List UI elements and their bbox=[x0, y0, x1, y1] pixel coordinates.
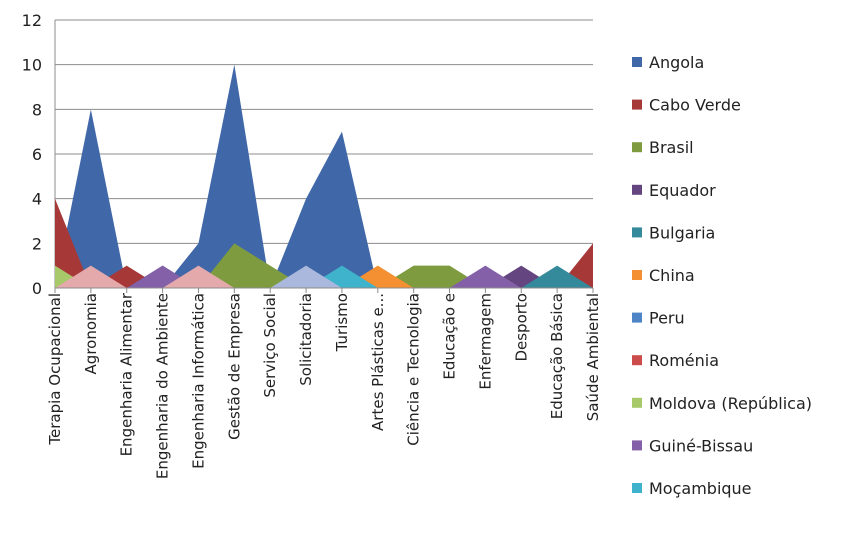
y-tick-label: 12 bbox=[22, 11, 42, 30]
legend-label: Angola bbox=[649, 53, 704, 72]
legend-label: Moldova (República) bbox=[649, 394, 812, 413]
legend-label: China bbox=[649, 266, 695, 285]
legend-label: Roménia bbox=[649, 351, 719, 370]
x-tick-label: Terapia Ocupacional bbox=[46, 293, 64, 446]
x-tick-label: Gestão de Empresa bbox=[225, 293, 243, 440]
x-tick-label: Agronomia bbox=[82, 293, 100, 374]
x-tick-label: Educação Básica bbox=[548, 293, 566, 419]
y-tick-label: 6 bbox=[32, 145, 42, 164]
legend-swatch bbox=[632, 184, 642, 195]
x-tick-label: Solicitadoria bbox=[297, 293, 315, 386]
x-tick-label: Ciência e Tecnologia bbox=[405, 293, 423, 446]
x-tick-label: Engenharia Informática bbox=[189, 293, 207, 469]
y-tick-label: 8 bbox=[32, 100, 42, 119]
x-tick-label: Desporto bbox=[512, 293, 530, 362]
y-tick-label: 2 bbox=[32, 234, 42, 253]
series-areas bbox=[55, 64, 593, 289]
legend-swatch bbox=[632, 270, 642, 280]
y-tick-label: 10 bbox=[22, 56, 42, 75]
legend-swatch bbox=[632, 312, 642, 323]
legend-swatch bbox=[632, 355, 642, 366]
legend-label: Guiné-Bissau bbox=[649, 436, 753, 455]
legend: Angola Cabo Verde Brasil Equador Bulgaria Chi… bbox=[632, 53, 812, 498]
legend-label: Moçambique bbox=[649, 479, 752, 498]
x-tick-label: Engenharia Alimentar bbox=[118, 292, 136, 456]
legend-swatch bbox=[632, 483, 642, 493]
legend-swatch bbox=[632, 57, 642, 67]
area-series-5 bbox=[55, 265, 593, 288]
y-tick-label: 0 bbox=[32, 279, 42, 298]
area-series-12 bbox=[55, 265, 593, 288]
legend-swatch bbox=[632, 227, 642, 238]
x-tick-label: Enfermagem bbox=[476, 293, 494, 390]
legend-label: Cabo Verde bbox=[649, 96, 741, 115]
legend-swatch bbox=[632, 397, 642, 408]
x-tick-label: Engenharia do Ambiente bbox=[154, 293, 172, 479]
x-tick-label: Turismo bbox=[333, 293, 351, 352]
area-series-3 bbox=[55, 243, 593, 288]
x-tick-label: Educação e bbox=[441, 293, 459, 380]
legend-swatch bbox=[632, 99, 642, 110]
legend-swatch bbox=[632, 142, 642, 153]
area-series-1 bbox=[55, 64, 593, 289]
x-tick-label: Serviço Social bbox=[261, 293, 279, 398]
legend-label: Bulgaria bbox=[649, 223, 715, 242]
legend-label: Peru bbox=[649, 309, 685, 328]
x-tick-label: Artes Plásticas e... bbox=[369, 293, 387, 431]
legend-label: Brasil bbox=[649, 138, 694, 157]
legend-swatch bbox=[632, 440, 642, 451]
legend-label: Equador bbox=[649, 181, 716, 200]
area-series-10 bbox=[55, 265, 593, 288]
x-tick-label: Saúde Ambiental bbox=[584, 293, 602, 421]
y-tick-label: 4 bbox=[32, 190, 42, 209]
area-series-13 bbox=[55, 265, 593, 288]
